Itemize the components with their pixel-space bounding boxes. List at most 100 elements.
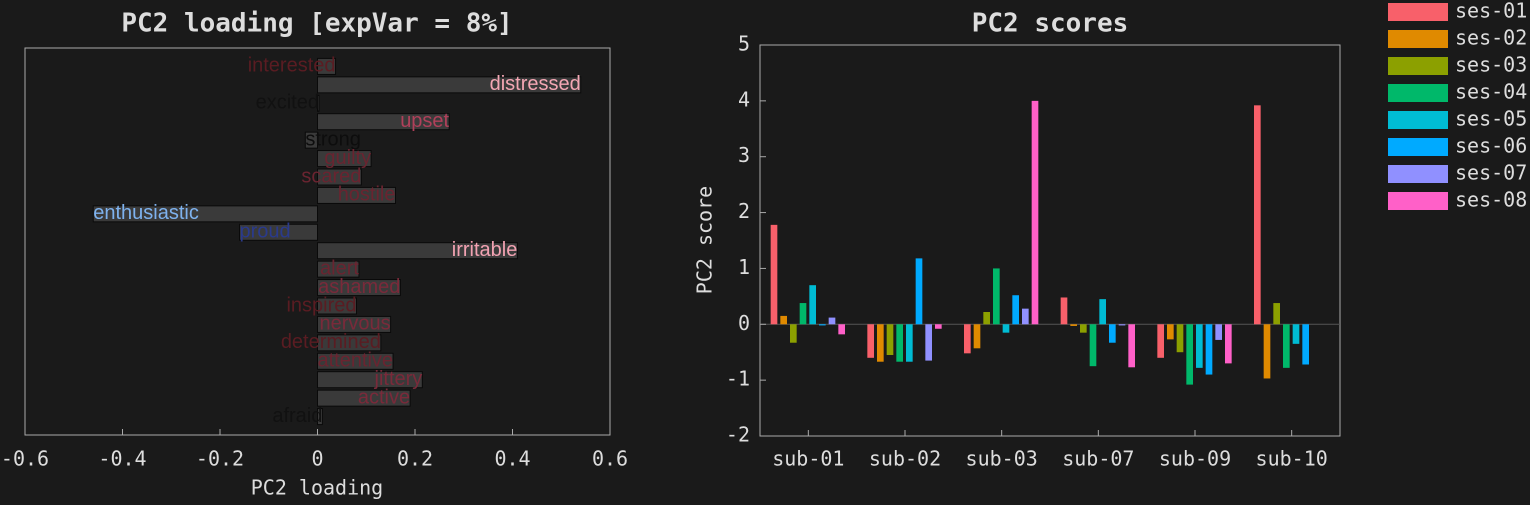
bar [1167, 324, 1174, 340]
bar [317, 371, 423, 389]
bar [317, 334, 382, 352]
bar-label: nervous [319, 313, 390, 335]
x-tick-label: sub-03 [966, 447, 1038, 471]
bar [317, 260, 360, 278]
legend-swatch [1388, 138, 1448, 156]
x-tick-label: 0.2 [397, 447, 433, 471]
y-tick-label: 2 [738, 199, 750, 223]
bar [790, 324, 797, 343]
bar [317, 408, 323, 426]
bar-label: interested [248, 55, 336, 77]
bar-label: strong [305, 128, 361, 150]
legend-swatch [1388, 3, 1448, 21]
y-axis-label: PC2 score [693, 186, 717, 294]
bar-label: enthusiastic [93, 202, 199, 224]
bar [1225, 324, 1232, 364]
x-tick-label: 0.6 [592, 447, 628, 471]
bar [317, 113, 450, 131]
bar [819, 324, 826, 326]
bar [1263, 324, 1271, 379]
bar [838, 324, 845, 335]
bar [770, 224, 778, 325]
bar [983, 311, 990, 325]
bar-label: irritable [452, 239, 518, 261]
bar [317, 76, 582, 94]
bar [809, 285, 816, 325]
bar-label: distressed [490, 73, 581, 95]
bar [1128, 324, 1135, 368]
chart-title: PC2 loading [expVar = 8%] [121, 9, 512, 39]
bar [1283, 324, 1290, 368]
bar [1002, 324, 1010, 333]
bar [317, 352, 394, 370]
bar [1186, 324, 1193, 385]
bar [1070, 324, 1077, 326]
legend-label: ses-07 [1455, 161, 1527, 185]
bar [317, 57, 337, 75]
bar [239, 223, 318, 241]
legend-swatch [1388, 165, 1448, 183]
bar [317, 389, 411, 407]
y-tick-label: 3 [738, 143, 750, 167]
y-tick-label: 0 [738, 311, 750, 335]
bar-label: upset [400, 110, 449, 132]
bar [886, 324, 894, 356]
x-tick-label: 0 [311, 447, 323, 471]
x-tick-label: -0.6 [1, 447, 49, 471]
bar [317, 297, 357, 315]
legend-label: ses-03 [1455, 53, 1527, 77]
bar [906, 324, 913, 362]
legend-swatch [1388, 57, 1448, 75]
bar [1109, 324, 1116, 343]
bar [1215, 324, 1222, 340]
x-tick-label: -0.2 [196, 447, 244, 471]
y-tick-label: -1 [726, 367, 750, 391]
bar-label: afraid [272, 405, 322, 427]
bar [317, 242, 518, 260]
bar-label: attentive [317, 350, 393, 372]
legend-swatch [1388, 84, 1448, 102]
bar [867, 324, 874, 358]
x-axis-label: PC2 loading [251, 476, 383, 500]
x-tick-label: sub-07 [1062, 447, 1134, 471]
legend-label: ses-06 [1455, 134, 1527, 158]
bar [828, 317, 836, 325]
bar [1118, 324, 1126, 326]
legend-label: ses-08 [1455, 188, 1527, 212]
y-tick-label: 1 [738, 255, 750, 279]
bar [935, 324, 942, 329]
x-tick-label: 0.4 [494, 447, 530, 471]
bar [915, 258, 923, 325]
bar [92, 205, 318, 223]
bar [1157, 324, 1164, 358]
x-tick-label: sub-09 [1159, 447, 1231, 471]
legend-label: ses-02 [1455, 26, 1527, 50]
bar [1099, 299, 1106, 325]
bar [304, 131, 318, 149]
chart-title: PC2 scores [972, 9, 1129, 39]
x-tick-label: -0.4 [98, 447, 146, 471]
bar-label: determined [281, 331, 381, 353]
bar [1060, 297, 1068, 325]
y-tick-label: 5 [738, 32, 750, 56]
bar-label: ashamed [318, 276, 400, 298]
bar-label: hostile [338, 184, 396, 206]
bar-label: inspired [286, 294, 356, 316]
bar [1176, 324, 1184, 353]
bar [1292, 324, 1300, 344]
bar [1196, 324, 1203, 368]
bar-label: jittery [374, 368, 423, 390]
bar [317, 315, 392, 333]
legend-label: ses-04 [1455, 80, 1527, 104]
bar [1022, 308, 1029, 325]
bar [317, 150, 372, 168]
x-tick-label: sub-02 [869, 447, 941, 471]
bar [1031, 100, 1039, 325]
bar-label: scared [301, 165, 361, 187]
bar [317, 186, 396, 204]
legend-swatch [1388, 30, 1448, 48]
bar [1080, 324, 1087, 333]
legend-swatch [1388, 111, 1448, 129]
